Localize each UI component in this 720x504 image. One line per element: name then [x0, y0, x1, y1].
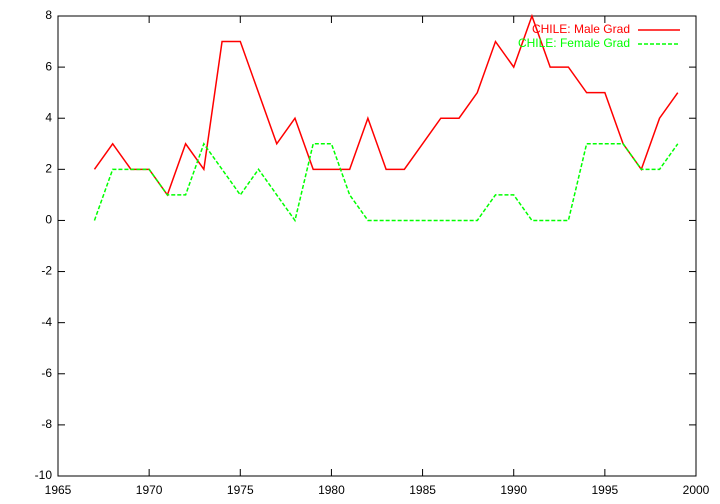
y-tick-label: -2 — [41, 264, 52, 278]
x-tick-label: 1990 — [500, 483, 527, 497]
x-tick-label: 2000 — [683, 483, 710, 497]
y-tick-label: -6 — [41, 366, 52, 380]
series-line — [93, 142, 679, 223]
y-tick-label: -4 — [41, 315, 52, 329]
y-tick-label: -8 — [41, 417, 52, 431]
y-tick-label: 0 — [45, 213, 52, 227]
y-tick-label: 4 — [45, 110, 52, 124]
x-tick-label: 1980 — [318, 483, 345, 497]
y-tick-label: -10 — [35, 468, 53, 482]
y-tick-label: 6 — [45, 59, 52, 73]
series-line — [93, 13, 679, 197]
x-tick-label: 1995 — [592, 483, 619, 497]
legend-label: CHILE: Male Grad — [532, 22, 630, 36]
x-tick-label: 1985 — [409, 483, 436, 497]
plot-frame — [57, 15, 697, 477]
legend-label: CHILE: Female Grad — [518, 36, 630, 50]
x-tick-label: 1965 — [45, 483, 72, 497]
y-tick-label: 8 — [45, 8, 52, 22]
x-tick-label: 1970 — [136, 483, 163, 497]
x-tick-label: 1975 — [227, 483, 254, 497]
y-tick-label: 2 — [45, 162, 52, 176]
